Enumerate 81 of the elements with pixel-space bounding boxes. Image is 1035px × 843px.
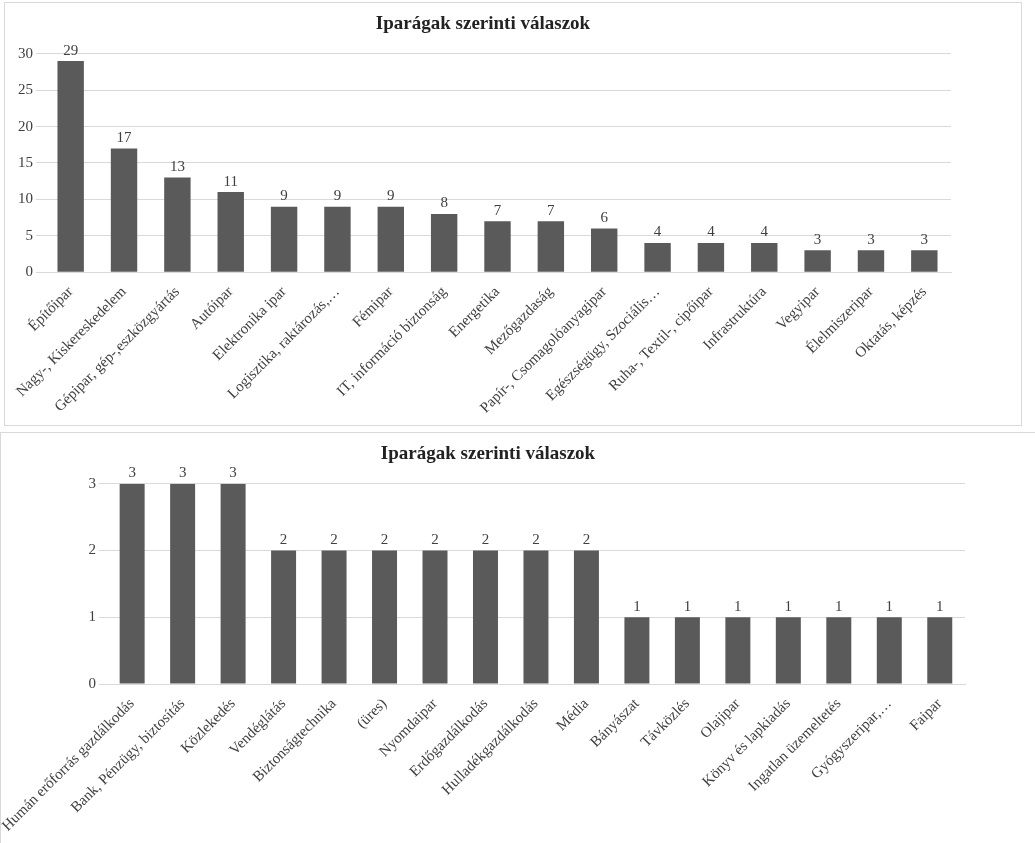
- data-label: 3: [867, 230, 875, 247]
- data-label: 2: [380, 530, 389, 547]
- bar: [110, 148, 138, 272]
- bar: [270, 206, 298, 272]
- data-label: 2: [330, 530, 338, 547]
- data-label: 7: [493, 201, 502, 218]
- y-tick-label: 20: [18, 117, 33, 134]
- y-tick-label: 1: [88, 608, 96, 625]
- bar: [324, 206, 351, 272]
- y-tick-label: 0: [25, 263, 33, 280]
- bar: [57, 61, 84, 272]
- y-tick-label: 15: [18, 153, 33, 170]
- y-tick-label: 10: [18, 190, 33, 207]
- y-tick-label: 30: [18, 44, 33, 61]
- bar: [523, 550, 549, 684]
- bar: [775, 617, 801, 684]
- bar: [484, 221, 511, 272]
- data-label: 3: [178, 464, 187, 481]
- bar: [119, 483, 145, 684]
- data-label: 3: [128, 464, 136, 481]
- data-label: 3: [920, 230, 929, 247]
- data-label: 1: [784, 597, 793, 614]
- bar: [927, 617, 953, 684]
- data-label: 2: [582, 530, 591, 547]
- bar: [372, 550, 398, 684]
- data-label: 1: [835, 597, 843, 614]
- bar: [725, 617, 751, 684]
- data-label: 6: [600, 208, 609, 225]
- y-tick-label: 0: [88, 674, 96, 691]
- data-label: 2: [481, 530, 490, 547]
- bar: [573, 550, 599, 684]
- chart-title: Iparágak szerinti válaszok: [375, 12, 591, 34]
- bar: [876, 617, 902, 684]
- bar: [164, 177, 191, 272]
- data-label: 8: [440, 194, 448, 211]
- data-label: 11: [223, 172, 238, 189]
- bar: [217, 192, 244, 272]
- y-tick-label: 25: [18, 81, 33, 98]
- bar: [804, 250, 831, 272]
- data-label: 1: [633, 597, 641, 614]
- data-label: 1: [683, 597, 692, 614]
- bar: [422, 550, 448, 684]
- data-label: 4: [760, 223, 769, 240]
- bar: [697, 243, 725, 272]
- bar: [321, 550, 347, 684]
- data-label: 1: [936, 597, 944, 614]
- bar: [857, 250, 885, 272]
- chart-title: Iparágak szerinti válaszok: [380, 442, 596, 464]
- data-label: 2: [279, 530, 288, 547]
- bar: [644, 243, 671, 272]
- bar: [430, 213, 458, 272]
- data-label: 2: [431, 530, 439, 547]
- data-label: 9: [280, 187, 288, 204]
- bar: [377, 206, 404, 272]
- bar: [170, 483, 196, 684]
- data-label: 2: [532, 530, 540, 547]
- bar: [674, 617, 700, 684]
- data-label: 3: [813, 230, 822, 247]
- bar: [537, 221, 565, 272]
- y-tick-label: 3: [88, 474, 96, 491]
- data-label: 1: [885, 597, 894, 614]
- y-tick-label: 5: [25, 226, 33, 243]
- data-label: 13: [169, 157, 185, 174]
- y-tick-label: 2: [88, 541, 96, 558]
- data-label: 3: [229, 464, 237, 481]
- data-label: 9: [333, 187, 342, 204]
- bar: [624, 617, 650, 684]
- data-label: 29: [63, 41, 79, 58]
- bar: [220, 483, 246, 684]
- bar: [826, 617, 852, 684]
- data-label: 7: [547, 201, 556, 218]
- data-label: 17: [116, 128, 133, 145]
- bar: [271, 550, 297, 684]
- data-label: 1: [734, 597, 742, 614]
- data-label: 9: [387, 187, 395, 204]
- bar: [591, 228, 618, 272]
- data-label: 4: [653, 223, 662, 240]
- bar: [911, 250, 938, 272]
- bar: [472, 550, 498, 684]
- data-label: 4: [707, 223, 716, 240]
- bar: [751, 243, 778, 272]
